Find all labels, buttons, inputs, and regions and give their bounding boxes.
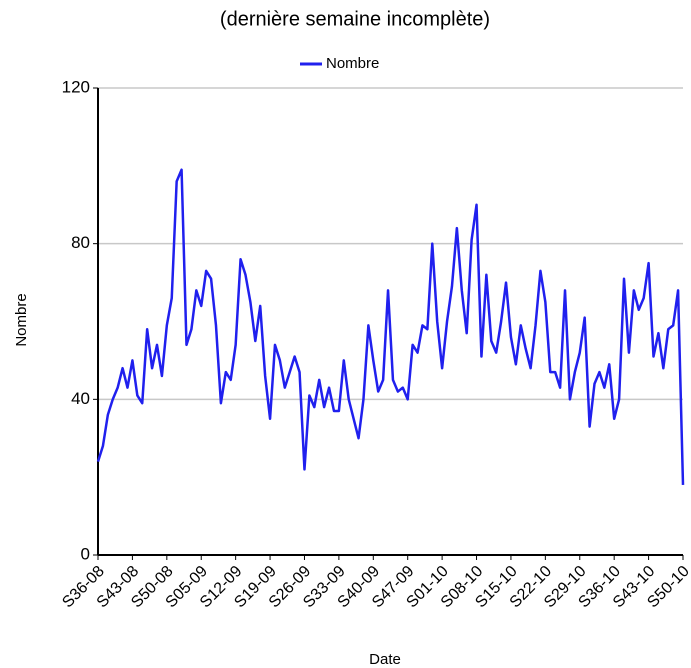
y-axis-label: Nombre	[13, 293, 30, 346]
y-tick-label: 0	[81, 544, 90, 563]
data-line	[96, 168, 685, 485]
y-tick-label: 40	[71, 389, 90, 408]
legend-label: Nombre	[326, 55, 379, 72]
x-axis-label: Date	[369, 651, 401, 668]
chart-title: (dernière semaine incomplète)	[220, 8, 490, 30]
y-tick-label: 120	[62, 77, 90, 96]
y-tick-label: 80	[71, 233, 90, 252]
